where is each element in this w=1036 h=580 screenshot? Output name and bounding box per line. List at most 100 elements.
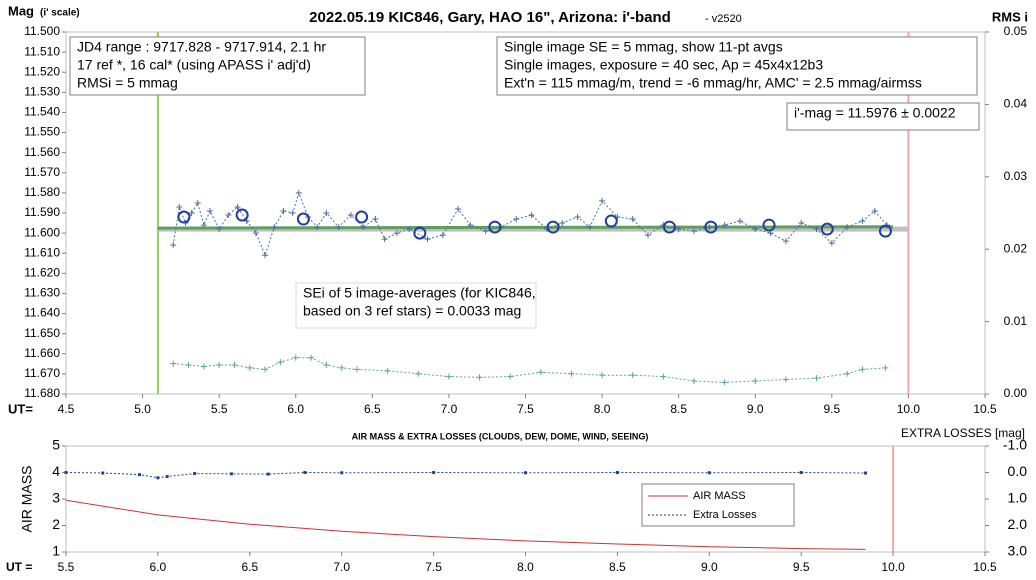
x-tick-label: 8.5 [670,402,687,416]
y-tick-label: 1 [52,543,60,559]
legend-label: AIR MASS [693,490,746,502]
point [206,207,213,214]
x-tick-label: 7.0 [441,402,458,416]
point [660,373,667,380]
point [859,366,866,373]
y-tick-label: 11.670 [24,366,60,380]
point [537,369,544,376]
x-tick-label: 10.5 [973,560,997,574]
point [262,366,269,373]
legend [641,483,795,527]
point [246,364,253,371]
y2-tick-label: 0.05 [1004,24,1028,38]
point [782,238,789,245]
x-tick-label: 5.5 [58,560,75,574]
y-tick-label: 11.500 [24,24,60,38]
point [170,360,177,367]
x-tick-label: 7.5 [517,402,534,416]
point [303,471,307,474]
y-tick-label: 11.510 [24,44,60,58]
y2-tick-label: 0.03 [1004,169,1028,183]
annotation-text: 17 ref *, 16 cal* (using APASS i' adj'd) [77,57,311,73]
x-tick-label: 10.0 [897,402,921,416]
point [424,236,431,243]
annotation-text: JD4 range : 9717.828 - 9717.914, 2.1 hr [77,39,326,55]
y-tick-label: 11.600 [24,225,60,239]
y-axis-label: Mag [8,3,34,18]
point [690,228,697,235]
average-point [177,210,191,224]
point [229,472,233,476]
series-line [65,499,866,550]
point [859,218,866,225]
x-tick-label: 6.5 [241,560,258,574]
average-point [235,208,249,222]
x-tick-label: 7.0 [333,560,350,574]
point [844,224,851,231]
point [871,207,878,214]
point [507,373,514,380]
y-tick-label: 11.590 [24,205,60,219]
average-point [878,224,892,238]
y-tick-label: 2 [52,516,60,532]
point [752,377,759,384]
annotation-box [496,36,978,96]
average-point [604,214,618,228]
y-tick-label: 11.620 [24,266,60,280]
point [372,216,379,223]
point [165,474,169,478]
x-tick-label: 9.5 [793,560,810,574]
y2-tick-label: 0.00 [1004,386,1028,400]
x-tick-label: 6.0 [287,402,304,416]
x-tick-label: 5.5 [211,402,228,416]
legend-label: Extra Losses [693,509,757,521]
average-point [355,210,369,224]
y-tick-label: 11.520 [24,64,60,78]
point [675,226,682,233]
point [277,359,284,366]
y-tick-label: 4 [52,463,60,479]
point [482,228,489,235]
average-point [488,220,502,234]
point [707,471,711,475]
point [262,252,269,259]
point [629,216,636,223]
point [629,372,636,379]
y-tick-label: 5 [52,437,60,453]
y-axis-label: AIR MASS [19,466,35,533]
y-tick-label: 11.580 [24,185,60,199]
point [439,232,446,239]
point [813,375,820,382]
y2-tick-label: -1.0 [1003,437,1027,453]
point [335,224,342,231]
point [347,212,354,219]
point [615,471,619,474]
average-point [762,218,776,232]
average-point [704,220,718,234]
point [308,354,315,361]
point [340,471,344,475]
point [101,471,105,475]
series-line [157,225,894,230]
point [752,226,759,233]
point [384,367,391,374]
annotation-text: RMSi = 5 mmag [77,75,178,91]
y-tick-label: 11.530 [24,85,60,99]
annotation-text: based on 3 ref stars) = 0.0033 mag [303,303,521,319]
point [176,203,183,210]
x-tick-label: 8.5 [609,560,626,574]
point [574,214,581,221]
point [188,210,195,216]
point [354,366,361,373]
point [225,212,232,219]
point [271,224,278,231]
point [338,364,345,371]
average-point [413,226,427,240]
point [432,471,436,474]
point [864,471,868,475]
annotation-box [786,102,980,131]
average-point [820,222,834,236]
y2-tick-label: 0.04 [1004,97,1028,111]
point [844,370,851,377]
